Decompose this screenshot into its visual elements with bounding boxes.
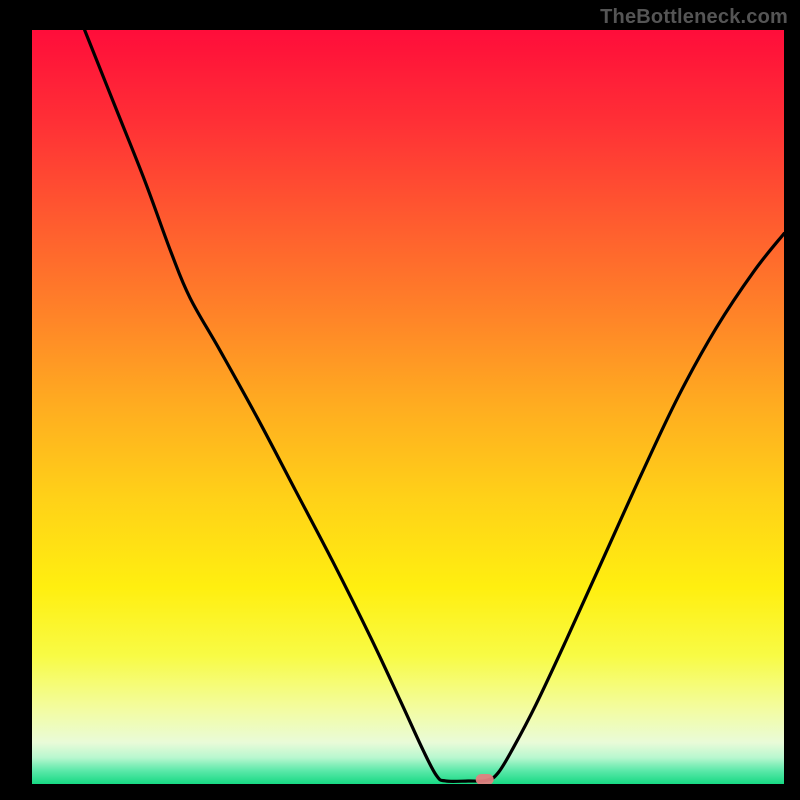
bottleneck-chart <box>32 30 784 784</box>
watermark-text: TheBottleneck.com <box>600 6 788 29</box>
